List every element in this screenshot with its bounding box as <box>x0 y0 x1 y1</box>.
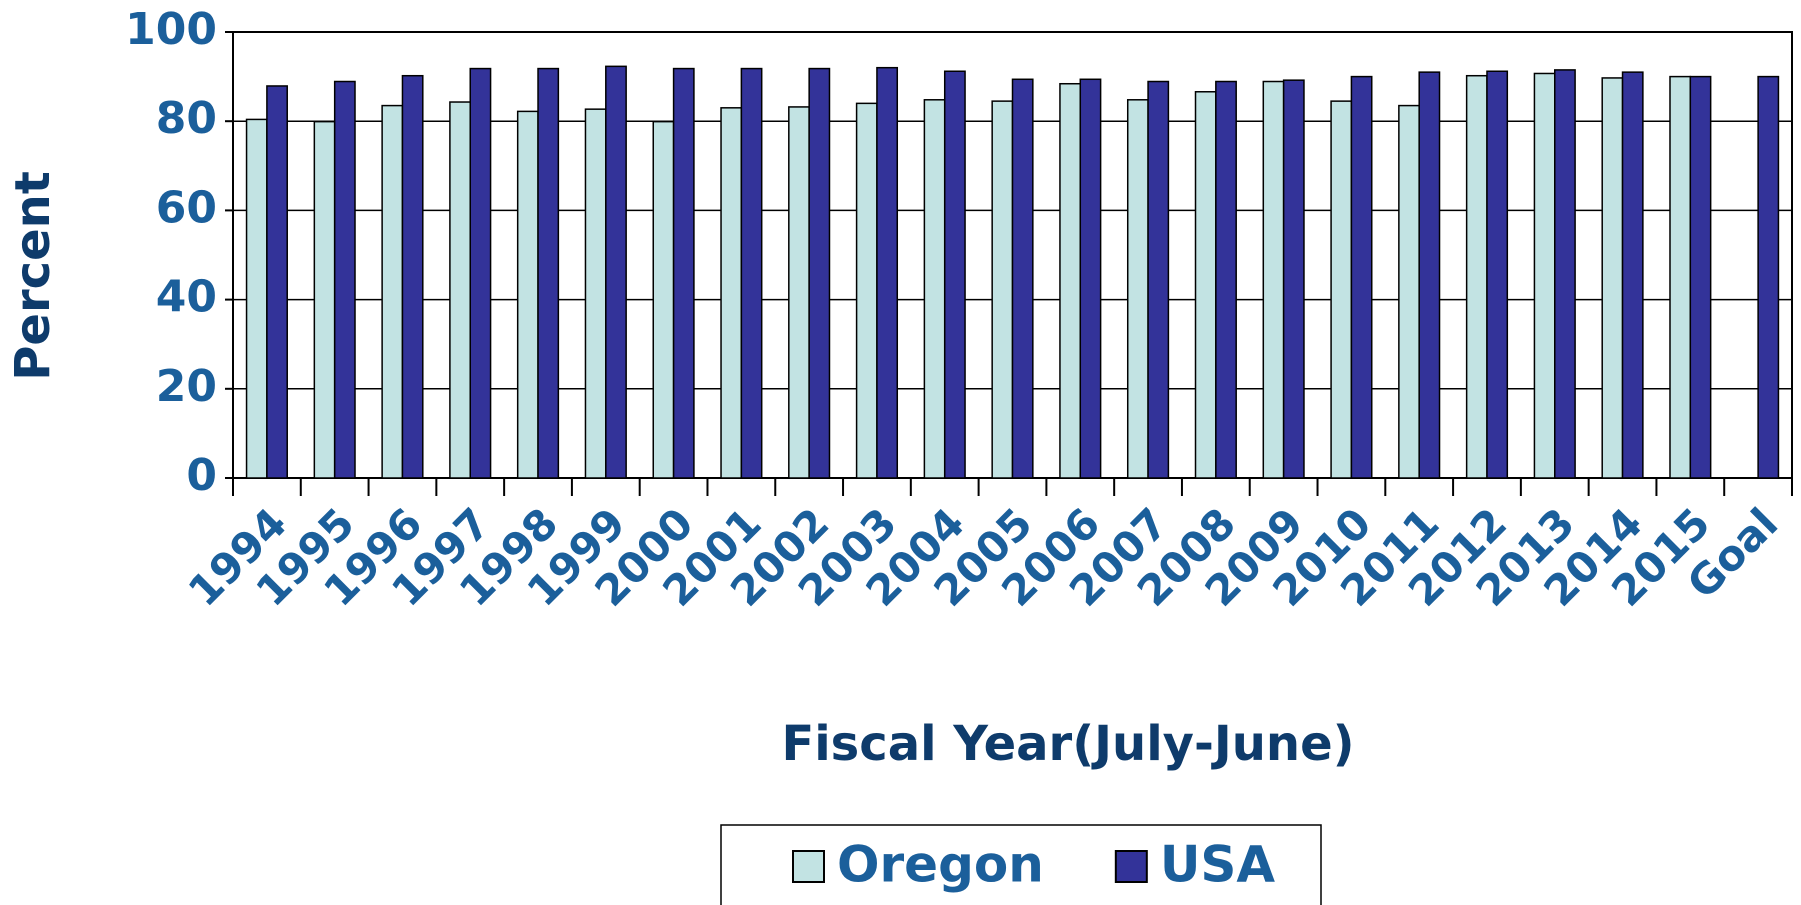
bar <box>1079 78 1102 479</box>
bar <box>1601 77 1624 479</box>
y-tick-label: 40 <box>156 272 217 323</box>
bar <box>266 85 288 479</box>
bar <box>720 107 743 479</box>
legend-label: Oregon <box>837 836 1044 894</box>
bar <box>401 74 424 479</box>
bar <box>605 65 627 479</box>
bar <box>1486 70 1509 479</box>
bar <box>469 67 492 479</box>
y-tick-label: 60 <box>156 182 217 233</box>
legend-swatch <box>792 850 825 883</box>
bar <box>1194 91 1217 479</box>
bar <box>1059 82 1082 479</box>
bar <box>1147 80 1170 479</box>
bar <box>1350 75 1373 479</box>
bar <box>245 118 268 479</box>
bar <box>855 102 878 479</box>
bar <box>333 80 356 479</box>
x-axis-title: Fiscal Year(July-June) <box>781 716 1354 772</box>
bar <box>740 67 763 479</box>
bar <box>1465 74 1488 479</box>
bar <box>449 101 471 479</box>
legend-label: USA <box>1160 836 1276 894</box>
y-axis-title: Percent <box>5 171 61 381</box>
bar <box>1554 69 1576 479</box>
y-tick-label: 100 <box>125 4 217 55</box>
bar <box>1621 71 1644 479</box>
bar <box>991 100 1014 479</box>
bar <box>584 108 607 479</box>
bar <box>1330 100 1353 479</box>
bar <box>652 120 675 479</box>
bar <box>923 99 946 479</box>
bar <box>1011 78 1034 479</box>
bar <box>788 106 810 479</box>
y-tick-label: 20 <box>156 361 217 412</box>
bar <box>1533 72 1556 479</box>
bar <box>672 67 695 479</box>
bar <box>1418 71 1441 479</box>
bar <box>1262 80 1285 479</box>
bar <box>313 120 336 479</box>
bar <box>1282 79 1305 479</box>
bar <box>1126 99 1149 479</box>
y-tick-label: 80 <box>156 93 217 144</box>
legend-swatch <box>1114 850 1148 883</box>
bar <box>1757 75 1780 479</box>
bar <box>537 67 560 479</box>
bar <box>943 70 966 479</box>
bar <box>1689 75 1712 479</box>
bar <box>808 67 831 479</box>
bar <box>876 66 899 479</box>
bar <box>516 110 539 479</box>
bar <box>381 104 404 479</box>
bar <box>1669 75 1692 479</box>
bar <box>1215 80 1237 479</box>
bar <box>1398 104 1420 479</box>
y-tick-label: 0 <box>186 450 217 501</box>
